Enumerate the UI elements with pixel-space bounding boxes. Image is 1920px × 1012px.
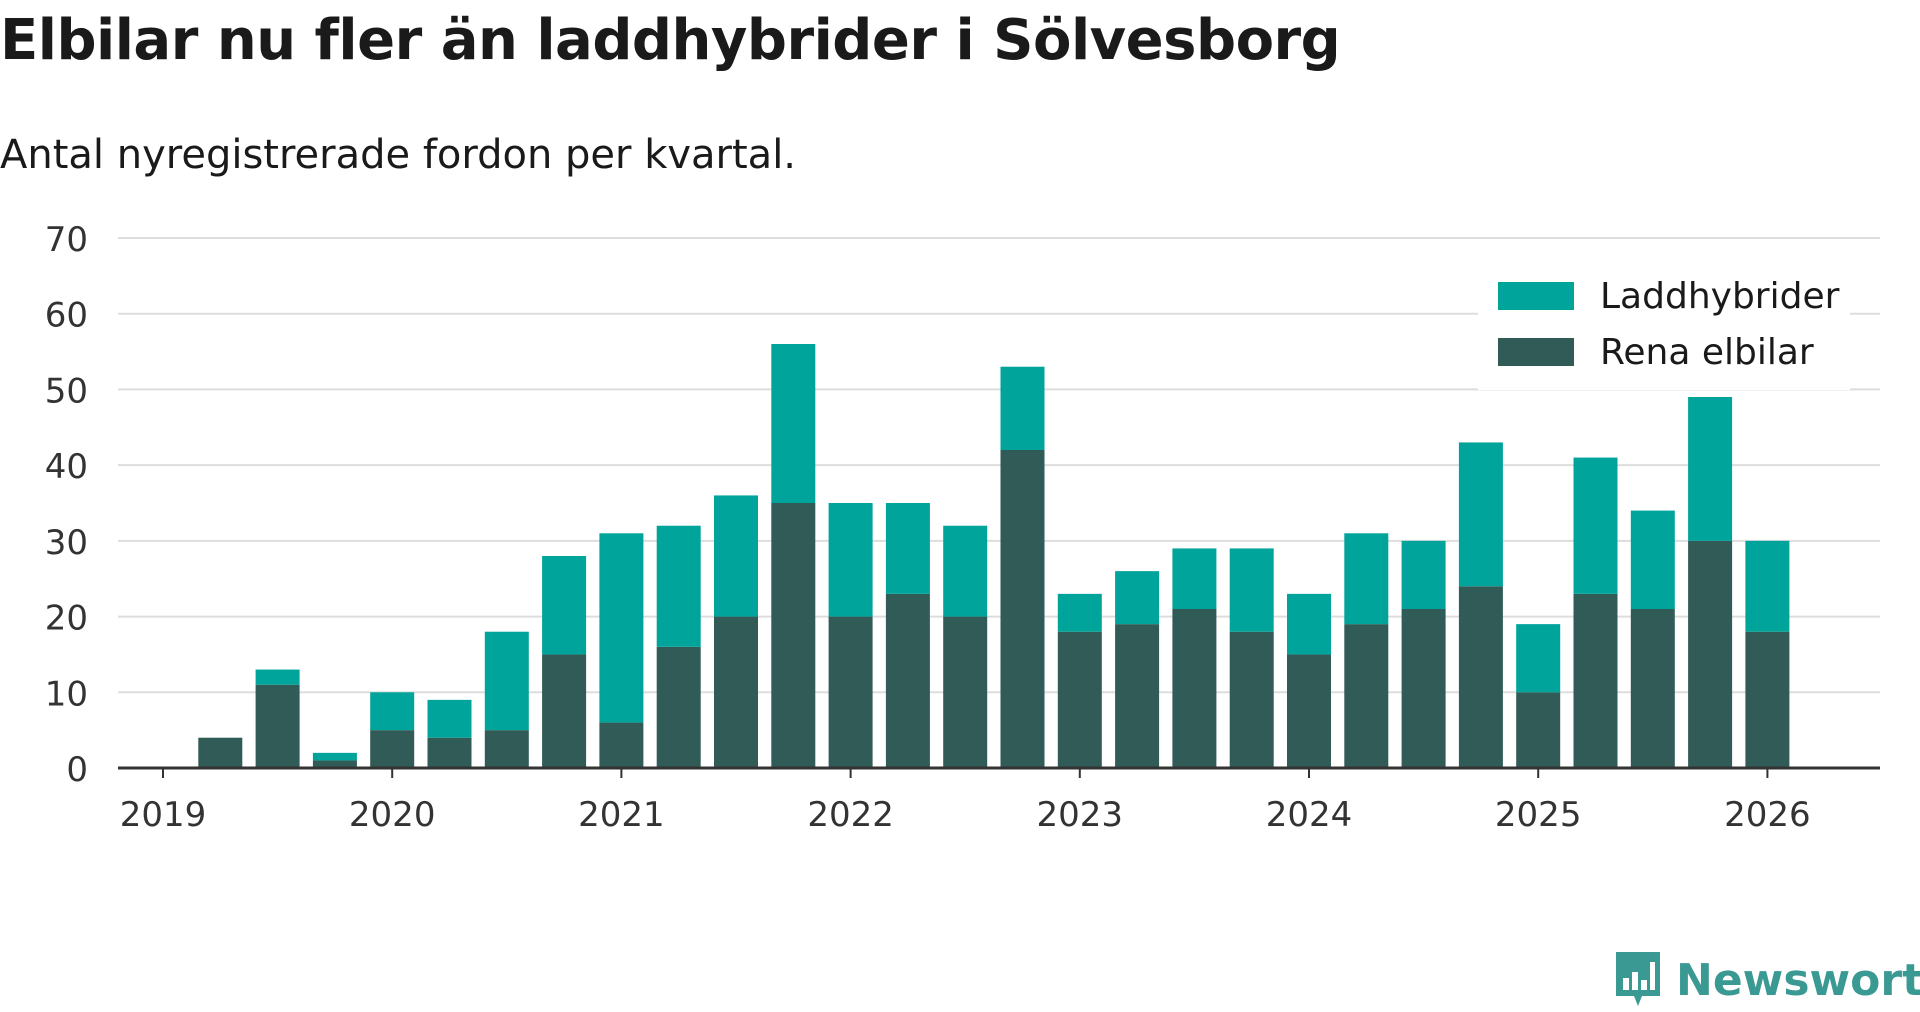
bar-laddhybrider <box>828 503 873 617</box>
bar-laddhybrider <box>484 631 529 731</box>
y-axis-ticks: 0 10 20 30 40 50 60 70 <box>45 220 88 790</box>
bar-rena-elbilar <box>1458 586 1503 768</box>
bar-rena-elbilar <box>484 730 529 768</box>
x-tick-label: 2021 <box>578 795 665 835</box>
bar-rena-elbilar <box>656 646 701 768</box>
legend-swatch-rena-elbilar <box>1498 338 1574 366</box>
bar-rena-elbilar <box>714 616 758 768</box>
bar-rena-elbilar <box>1745 631 1790 768</box>
x-tick-label: 2025 <box>1495 795 1582 835</box>
x-tick-label: 2024 <box>1266 795 1353 835</box>
bar-laddhybrider <box>1000 366 1045 450</box>
legend-label-rena-elbilar: Rena elbilar <box>1600 332 1814 373</box>
bar-laddhybrider <box>885 503 930 594</box>
bar-laddhybrider <box>1344 533 1389 625</box>
bar-rena-elbilar <box>1401 609 1446 768</box>
bar-laddhybrider <box>1401 540 1446 609</box>
x-tick-label: 2022 <box>807 795 894 835</box>
y-tick-label: 60 <box>45 296 88 336</box>
bar-rena-elbilar <box>885 593 930 768</box>
y-tick-label: 50 <box>45 371 88 411</box>
bar-laddhybrider <box>312 752 357 761</box>
bar-laddhybrider <box>943 525 988 617</box>
bar-rena-elbilar <box>542 654 587 768</box>
bar-laddhybrider <box>1630 510 1675 609</box>
bar-rena-elbilar <box>1000 450 1045 768</box>
bar-rena-elbilar <box>1344 624 1389 768</box>
bar-rena-elbilar <box>1057 631 1102 768</box>
bar-laddhybrider <box>427 699 472 738</box>
x-tick-label: 2026 <box>1724 795 1811 835</box>
bar-rena-elbilar <box>1287 654 1331 768</box>
y-tick-label: 30 <box>45 523 88 563</box>
bar-rena-elbilar <box>828 616 873 768</box>
bar-laddhybrider <box>1573 457 1618 594</box>
y-tick-label: 70 <box>45 220 88 260</box>
chart-subtitle: Antal nyregistrerade fordon per kvartal. <box>0 132 797 178</box>
bar-laddhybrider <box>714 495 758 617</box>
bar-laddhybrider <box>370 692 415 731</box>
legend: Laddhybrider Rena elbilar <box>1478 268 1850 390</box>
bar-rena-elbilar <box>427 737 472 768</box>
bar-laddhybrider <box>1516 624 1561 693</box>
legend-label-laddhybrider: Laddhybrider <box>1600 276 1840 317</box>
brand-name: Newsworthy <box>1676 954 1920 1006</box>
bar-laddhybrider <box>542 556 587 655</box>
bar-rena-elbilar <box>255 684 300 768</box>
bar-laddhybrider <box>1688 397 1733 541</box>
bar-rena-elbilar <box>1516 692 1561 768</box>
newsworthy-logo-icon <box>1616 952 1660 1006</box>
bar-laddhybrider <box>1745 540 1790 632</box>
bar-laddhybrider <box>1172 548 1217 609</box>
bar-laddhybrider <box>656 525 701 647</box>
legend-swatch-laddhybrider <box>1498 282 1574 310</box>
y-tick-label: 40 <box>45 447 88 487</box>
bar-rena-elbilar <box>1630 609 1675 768</box>
bar-laddhybrider <box>1115 571 1160 625</box>
newsworthy-logo: Newsworthy <box>1612 948 1920 1012</box>
bar-laddhybrider <box>255 669 300 685</box>
bar-laddhybrider <box>1229 548 1274 632</box>
bar-rena-elbilar <box>1229 631 1274 768</box>
y-tick-label: 20 <box>45 599 88 639</box>
x-tick-label: 2023 <box>1037 795 1124 835</box>
bar-rena-elbilar <box>370 730 415 768</box>
bar-rena-elbilar <box>1573 593 1618 768</box>
bar-rena-elbilar <box>1172 609 1217 768</box>
x-axis-ticks: 2019 2020 2021 2022 2023 2024 2025 2026 <box>120 768 1811 835</box>
bar-laddhybrider <box>1057 593 1102 632</box>
bar-rena-elbilar <box>599 722 644 768</box>
chart-title: Elbilar nu fler än laddhybrider i Sölves… <box>0 8 1341 73</box>
bar-rena-elbilar <box>198 737 243 768</box>
bar-laddhybrider <box>1458 442 1503 587</box>
bar-rena-elbilar <box>771 503 816 768</box>
x-tick-label: 2020 <box>349 795 436 835</box>
bar-rena-elbilar <box>1115 624 1160 768</box>
bar-rena-elbilar <box>312 760 357 768</box>
bar-laddhybrider <box>771 344 816 503</box>
y-tick-label: 0 <box>66 750 88 790</box>
bar-rena-elbilar <box>943 616 988 768</box>
bar-rena-elbilar <box>1688 540 1733 768</box>
bar-laddhybrider <box>1287 593 1331 655</box>
bar-laddhybrider <box>599 533 644 723</box>
x-tick-label: 2019 <box>120 795 207 835</box>
bars <box>198 344 1790 768</box>
y-tick-label: 10 <box>45 674 88 714</box>
